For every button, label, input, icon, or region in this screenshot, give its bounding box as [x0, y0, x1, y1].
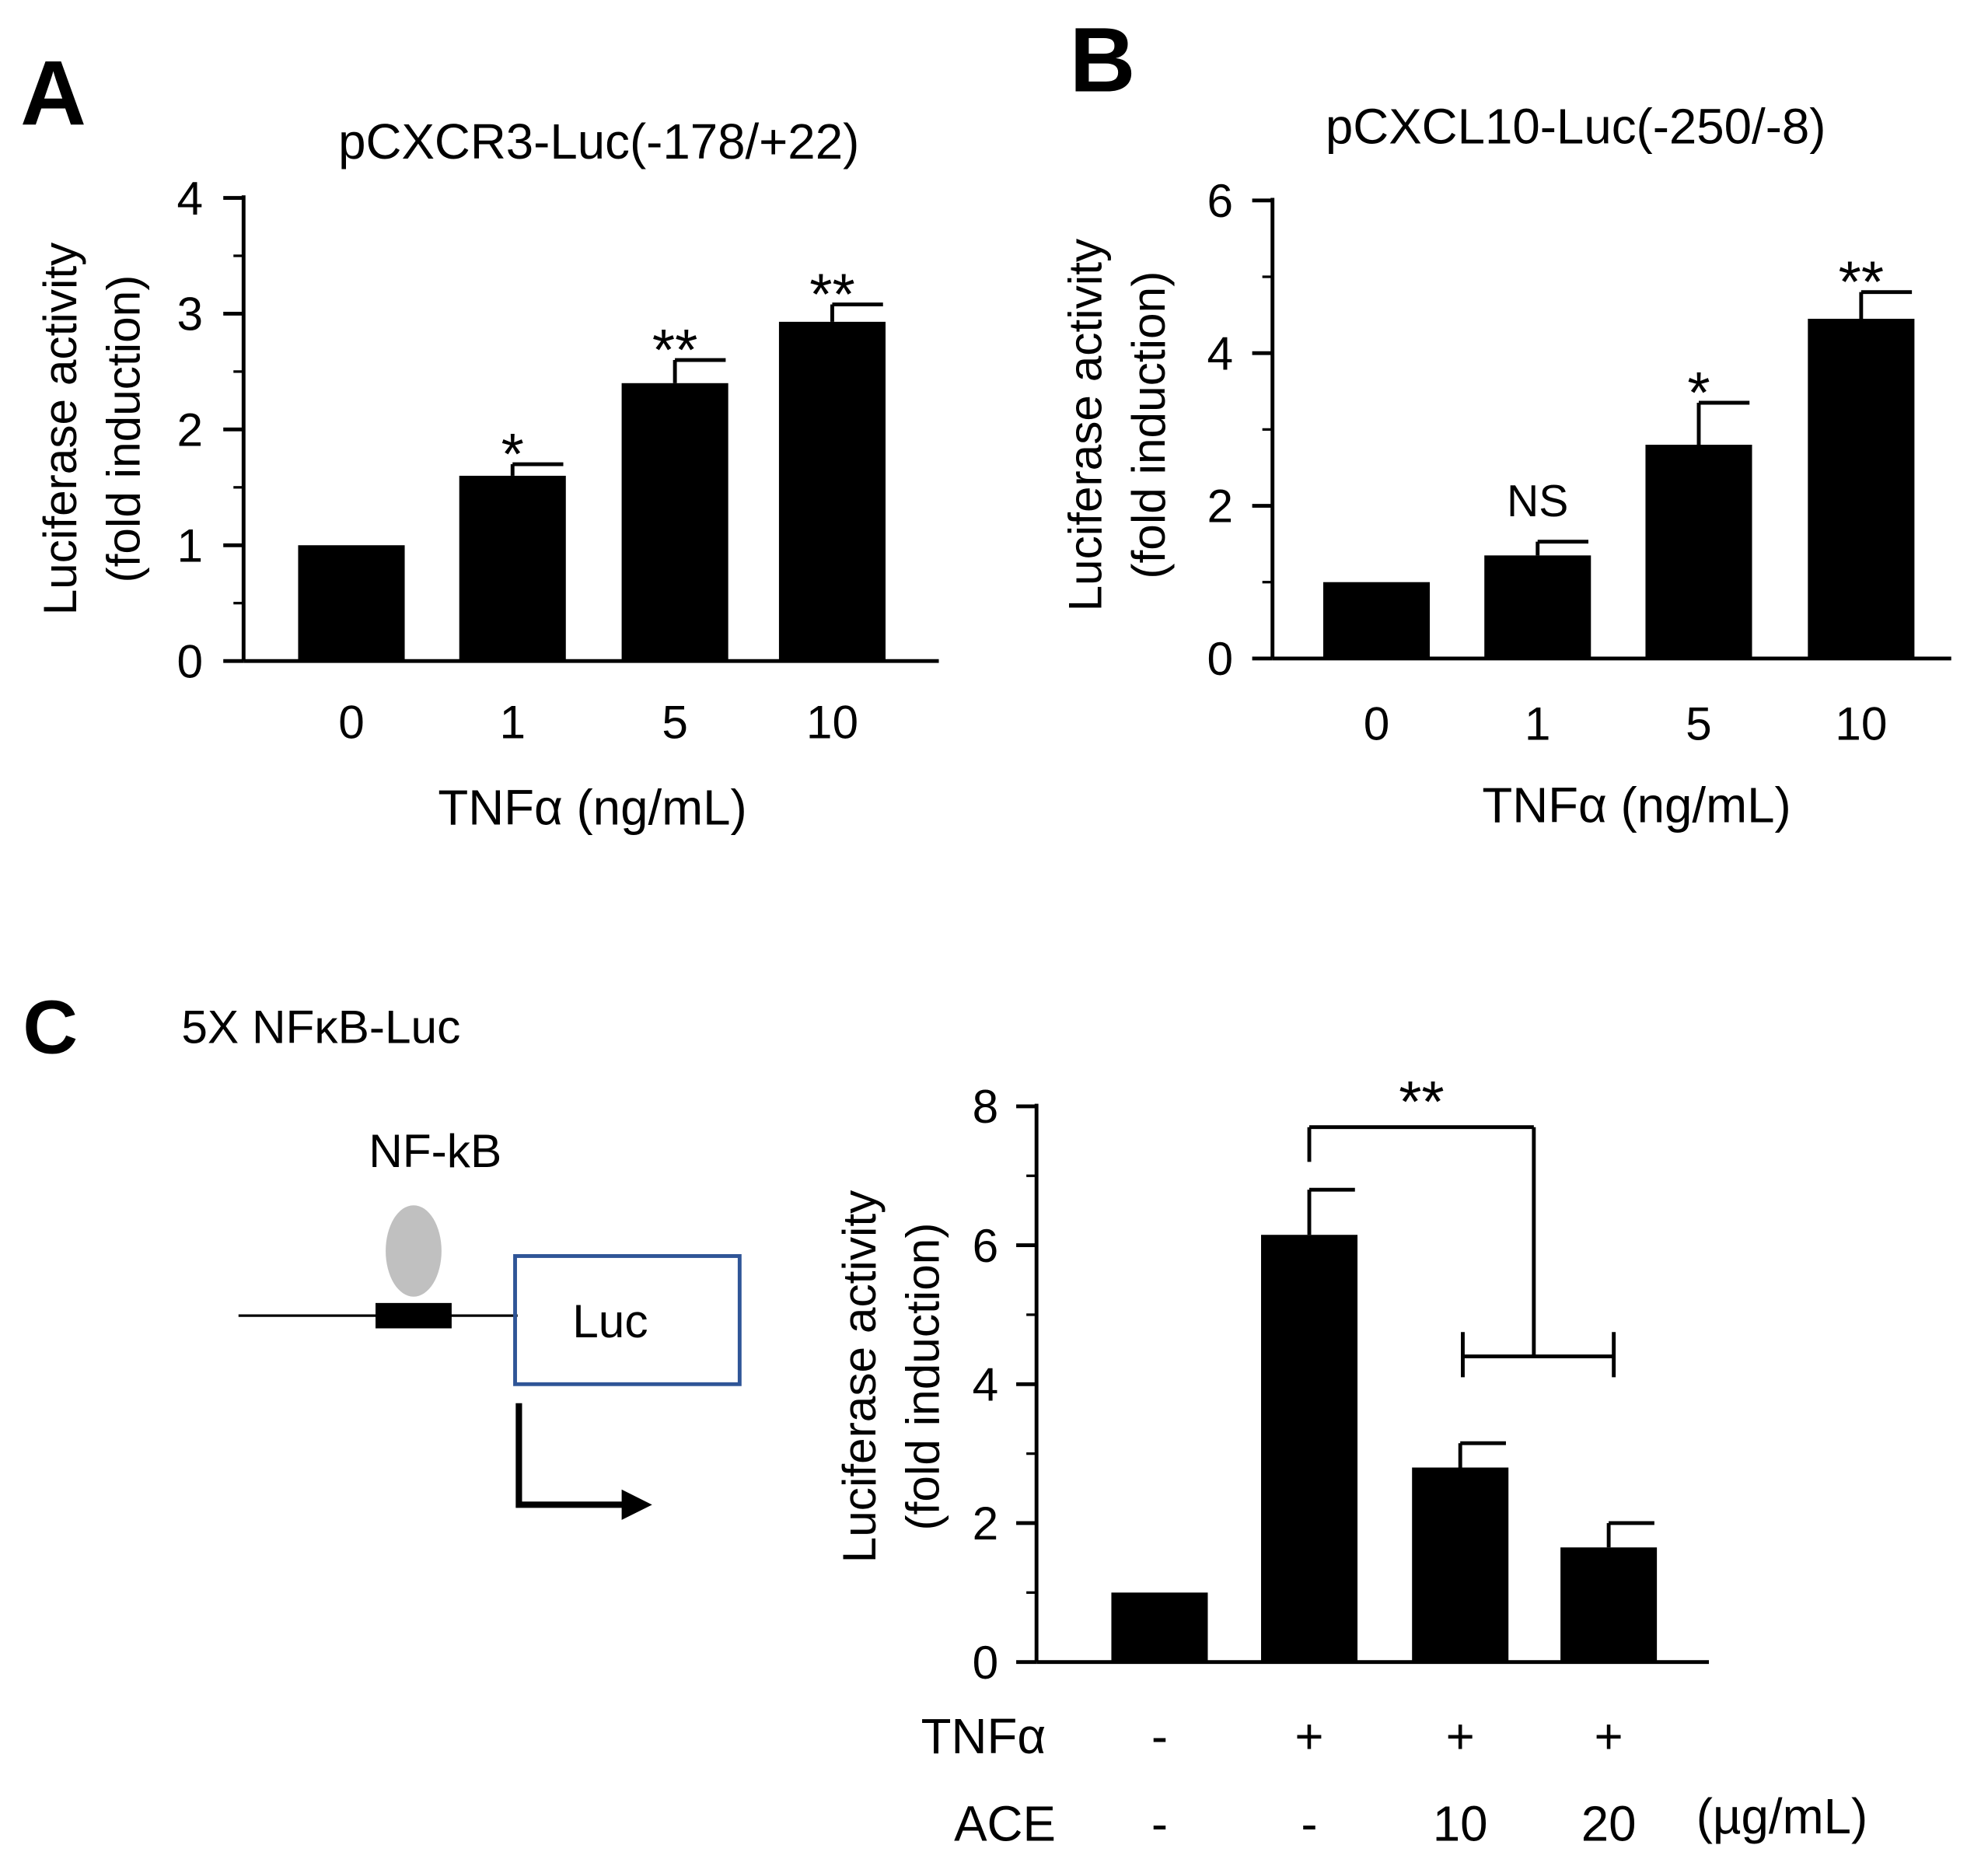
chart-b-x-tick-label: 10	[1835, 697, 1887, 750]
chart-b-y-tick-label: 4	[1207, 327, 1234, 379]
chart-a-significance-label: **	[809, 262, 854, 327]
nfkb-binding-site	[376, 1302, 452, 1329]
chart-c-tnfa-value: -	[1151, 1709, 1168, 1764]
row-label-tnfa: TNFα	[921, 1709, 1046, 1764]
chart-c-tnfa-value: +	[1294, 1709, 1323, 1764]
chart-b-bar	[1484, 555, 1591, 659]
chart-c: 0 2 4 6 8 - + + + - - 10 20 **	[973, 1069, 1710, 1852]
chart-b-ylabel-2: (fold induction)	[1122, 271, 1175, 579]
chart-b-significance-label: **	[1839, 250, 1884, 315]
chart-c-y-tick-label: 2	[973, 1497, 999, 1550]
chart-b-x-tick-label: 1	[1525, 697, 1551, 750]
chart-a-y-tick-label: 2	[177, 404, 204, 456]
chart-a-y-tick-label: 4	[177, 172, 204, 225]
chart-c-tnfa-value: +	[1446, 1709, 1475, 1764]
chart-a-x-tick-label: 10	[806, 696, 858, 749]
luc-box-label: Luc	[572, 1295, 648, 1347]
transcription-arrowhead-icon	[621, 1489, 652, 1520]
chart-a-significance-label: *	[501, 421, 524, 487]
luc-reporter-box	[513, 1254, 742, 1386]
chart-a-significance-label: **	[652, 317, 697, 383]
chart-a-bar	[621, 383, 728, 662]
chart-b-y-tick-label: 2	[1207, 480, 1234, 533]
chart-b-x-tick-label: 5	[1686, 697, 1712, 750]
panel-letter-b: B	[1070, 9, 1136, 110]
chart-b-bar	[1322, 582, 1431, 659]
panel-letter-c: C	[23, 984, 78, 1069]
chart-b-xlabel: TNFα (ng/mL)	[1482, 778, 1791, 833]
chart-a-x-tick-label: 0	[338, 696, 365, 749]
chart-c-ace-value: 20	[1581, 1797, 1637, 1852]
chart-a-bar	[459, 475, 566, 662]
chart-c-ace-value: 10	[1433, 1797, 1488, 1852]
chart-c-ylabel-1: Luciferase activity	[833, 1190, 886, 1564]
row-label-ace: ACE	[954, 1797, 1056, 1852]
chart-b-bar	[1808, 319, 1915, 659]
chart-b-significance-label: *	[1687, 360, 1710, 425]
chart-c-ace-value: -	[1301, 1797, 1317, 1852]
chart-c-y-tick-label: 0	[973, 1636, 999, 1689]
chart-a-xlabel: TNFα (ng/mL)	[438, 781, 746, 836]
transcription-arrow-icon	[515, 1403, 624, 1508]
chart-c-bar	[1412, 1467, 1509, 1662]
chart-a-y-tick-label: 1	[177, 519, 204, 571]
chart-a-x-tick-label: 5	[662, 696, 688, 749]
chart-a-ylabel-2: (fold induction)	[96, 275, 149, 583]
chart-c-tnfa-value: +	[1595, 1709, 1623, 1764]
chart-a-x-tick-label: 1	[499, 696, 526, 749]
panel-letter-a: A	[20, 42, 86, 144]
nfkb-label: NF-kB	[369, 1124, 501, 1177]
chart-c-bar	[1261, 1235, 1358, 1662]
chart-a-y-tick-label: 0	[177, 634, 204, 687]
chart-c-bar	[1111, 1592, 1208, 1662]
ace-unit-label: (µg/mL)	[1696, 1789, 1867, 1844]
chart-c-y-tick-label: 6	[973, 1219, 999, 1272]
chart-a-bar	[778, 321, 886, 662]
chart-b-y-tick-label: 0	[1207, 632, 1234, 685]
chart-b-x-tick-label: 0	[1364, 697, 1390, 750]
chart-a-title: pCXCR3-Luc(-178/+22)	[338, 114, 859, 169]
chart-a-y-tick-label: 3	[177, 288, 204, 341]
chart-c-ylabel-2: (fold induction)	[896, 1223, 949, 1531]
chart-b-title: pCXCL10-Luc(-250/-8)	[1326, 99, 1826, 154]
chart-a: 0 1 2 3 4 0 * 1 ** 5 ** 10	[177, 172, 939, 749]
chart-b: 0 2 4 6 0 NS 1 * 5 ** 10	[1207, 174, 1951, 750]
chart-b-bar	[1645, 445, 1752, 659]
chart-b-y-tick-label: 6	[1207, 174, 1234, 227]
chart-b-ylabel-1: Luciferase activity	[1058, 238, 1111, 612]
chart-c-y-tick-label: 8	[973, 1080, 999, 1133]
chart-a-bar	[298, 545, 405, 662]
chart-c-title: 5X NFκB-Luc	[181, 1000, 460, 1053]
promoter-diagram: NF-kB Luc	[238, 1124, 742, 1520]
chart-c-bracket-label: **	[1399, 1069, 1444, 1134]
chart-c-y-tick-label: 4	[973, 1358, 999, 1411]
chart-b-significance-label: NS	[1507, 477, 1568, 526]
nfkb-factor-icon	[386, 1205, 442, 1297]
chart-c-bar	[1560, 1547, 1658, 1662]
chart-a-ylabel-1: Luciferase activity	[33, 242, 86, 616]
chart-c-ace-value: -	[1151, 1797, 1168, 1852]
